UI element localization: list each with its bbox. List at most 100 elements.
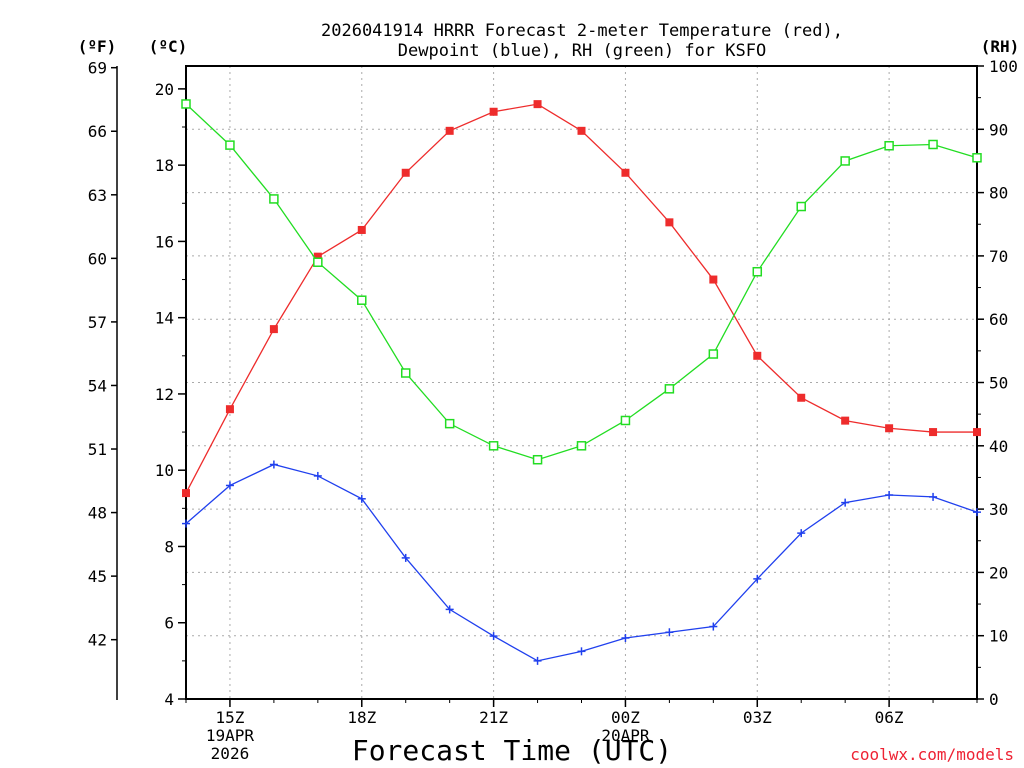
temperature-line xyxy=(185,103,977,494)
dewpoint-point xyxy=(401,553,410,562)
celsius-tick-label: 8 xyxy=(164,537,174,556)
rh-tick-label: 50 xyxy=(989,374,1008,393)
temperature-point xyxy=(709,275,718,284)
rh-point xyxy=(576,441,587,451)
fahrenheit-axis-label: (ºF) xyxy=(78,37,117,56)
rh-point xyxy=(752,266,763,277)
dewpoint-point xyxy=(621,633,630,642)
temperature-point xyxy=(841,416,850,425)
dewpoint-point xyxy=(269,460,278,469)
x-tick-label: 19APR xyxy=(206,726,255,745)
temperature-point xyxy=(269,325,278,334)
rh-point xyxy=(357,295,367,305)
fahrenheit-tick-label: 69 xyxy=(88,59,107,78)
celsius-tick-label: 18 xyxy=(155,156,174,175)
rh-tick-label: 100 xyxy=(989,57,1018,76)
dewpoint-line xyxy=(185,463,978,662)
dewpoint-point xyxy=(797,529,806,538)
dewpoint-point xyxy=(577,647,586,656)
temperature-point xyxy=(225,405,234,414)
temperature-point xyxy=(533,100,542,109)
dewpoint-point xyxy=(929,492,938,501)
credit-label: coolwx.com/models xyxy=(850,745,1014,764)
rh-tick-label: 40 xyxy=(989,437,1008,456)
rh-point xyxy=(620,415,631,426)
fahrenheit-tick-label: 57 xyxy=(88,313,107,332)
dewpoint-point xyxy=(533,656,542,665)
dewpoint-point xyxy=(445,605,454,614)
rh-point xyxy=(400,368,411,378)
rh-tick-label: 20 xyxy=(989,563,1008,582)
temperature-point xyxy=(313,252,322,261)
fahrenheit-tick-label: 66 xyxy=(88,122,107,141)
rh-point xyxy=(269,194,279,204)
temperature-point xyxy=(445,126,454,135)
fahrenheit-tick-label: 60 xyxy=(88,249,107,268)
chart-title-line-2: Dewpoint (blue), RH (green) for KSFO xyxy=(398,41,766,61)
rh-point xyxy=(313,257,323,267)
rh-tick-label: 80 xyxy=(989,184,1008,203)
fahrenheit-tick-label: 42 xyxy=(88,631,107,650)
x-tick-label: 03Z xyxy=(743,708,772,727)
x-tick-label: 2026 xyxy=(211,744,250,763)
x-tick-label: 18Z xyxy=(347,708,376,727)
celsius-axis-label: (ºC) xyxy=(149,37,188,56)
temperature-point xyxy=(182,489,190,498)
rh-line xyxy=(185,103,978,461)
celsius-tick-label: 10 xyxy=(155,461,174,480)
rh-point xyxy=(708,349,719,359)
dewpoint-point xyxy=(841,498,850,507)
temperature-point xyxy=(885,424,894,433)
rh-tick-label: 0 xyxy=(989,690,999,709)
fahrenheit-tick-label: 45 xyxy=(88,567,107,586)
rh-point xyxy=(225,140,235,150)
x-tick-label: 15Z xyxy=(215,708,244,727)
temperature-point xyxy=(797,393,806,402)
rh-point xyxy=(532,454,543,465)
temperature-point xyxy=(401,168,410,177)
dewpoint-point xyxy=(225,481,234,490)
temperature-point xyxy=(753,351,762,360)
plot-series xyxy=(181,99,982,665)
x-axis-label: Forecast Time (UTC) xyxy=(352,734,672,767)
rh-axis-label: (RH) xyxy=(981,37,1020,56)
celsius-tick-label: 16 xyxy=(155,232,174,251)
rh-point xyxy=(444,418,455,429)
celsius-tick-label: 4 xyxy=(164,690,174,709)
x-tick-label: 00Z xyxy=(611,708,640,727)
temperature-point xyxy=(357,225,366,234)
celsius-tick-label: 6 xyxy=(164,614,174,633)
rh-tick-label: 30 xyxy=(989,500,1008,519)
fahrenheit-tick-label: 51 xyxy=(88,440,107,459)
temperature-point xyxy=(973,428,981,437)
chart-title-line-1: 2026041914 HRRR Forecast 2-meter Tempera… xyxy=(321,21,843,41)
temperature-point xyxy=(489,107,498,116)
temperature-point xyxy=(665,218,674,227)
x-tick-label: 20APR xyxy=(601,726,650,745)
rh-tick-label: 60 xyxy=(989,310,1008,329)
x-tick-label: 21Z xyxy=(479,708,508,727)
dewpoint-point xyxy=(357,494,366,503)
dewpoint-point xyxy=(753,574,762,583)
temperature-point xyxy=(929,428,938,437)
fahrenheit-tick-label: 48 xyxy=(88,504,107,523)
dewpoint-point xyxy=(885,490,894,499)
rh-point xyxy=(972,153,982,163)
rh-point xyxy=(664,384,675,394)
rh-tick-label: 70 xyxy=(989,247,1008,266)
rh-point xyxy=(796,201,806,212)
temperature-point xyxy=(621,168,630,177)
rh-point xyxy=(488,441,499,451)
dewpoint-point xyxy=(489,632,498,641)
rh-point xyxy=(840,156,850,166)
fahrenheit-tick-label: 63 xyxy=(88,186,107,205)
temperature-point xyxy=(577,126,586,135)
rh-point xyxy=(884,141,894,151)
celsius-tick-label: 14 xyxy=(155,309,174,328)
dewpoint-point xyxy=(313,471,322,480)
grid-lines xyxy=(186,66,977,699)
rh-tick-label: 90 xyxy=(989,120,1008,139)
fahrenheit-tick-label: 54 xyxy=(88,376,107,395)
rh-tick-label: 10 xyxy=(989,627,1008,646)
